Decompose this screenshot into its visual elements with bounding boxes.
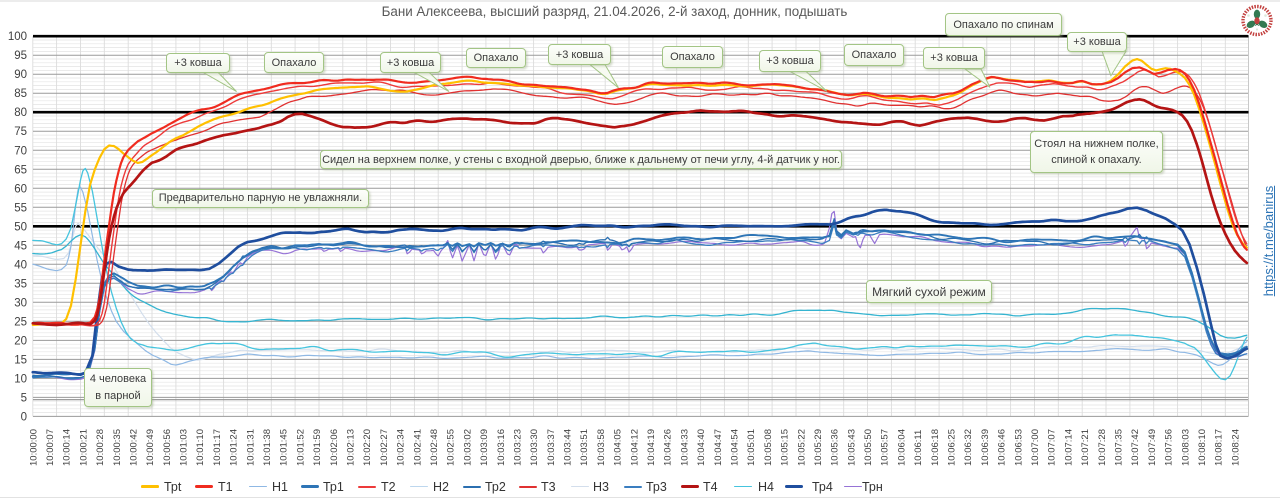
svg-text:10:02:48: 10:02:48: [429, 429, 440, 466]
svg-text:10:00:00: 10:00:00: [28, 429, 39, 466]
svg-text:10:05:50: 10:05:50: [863, 429, 874, 466]
svg-text:10:01:03: 10:01:03: [179, 429, 190, 466]
svg-text:10:00:14: 10:00:14: [62, 429, 73, 466]
svg-text:10:07:07: 10:07:07: [1047, 429, 1058, 466]
svg-text:60: 60: [14, 183, 27, 195]
svg-text:10:06:04: 10:06:04: [896, 429, 907, 466]
svg-text:10:02:06: 10:02:06: [329, 429, 340, 466]
svg-text:10:01:52: 10:01:52: [295, 429, 306, 466]
svg-text:50: 50: [14, 221, 27, 233]
svg-text:10:05:57: 10:05:57: [880, 429, 891, 466]
svg-text:10:04:40: 10:04:40: [696, 429, 707, 466]
svg-text:10:04:19: 10:04:19: [646, 429, 657, 466]
svg-text:10:03:51: 10:03:51: [579, 429, 590, 466]
svg-text:10:04:47: 10:04:47: [713, 429, 724, 466]
svg-text:10: 10: [14, 373, 27, 385]
svg-text:10:05:15: 10:05:15: [780, 429, 791, 466]
svg-text:10:00:07: 10:00:07: [45, 429, 56, 466]
svg-text:10:06:46: 10:06:46: [997, 429, 1008, 466]
svg-text:10:03:44: 10:03:44: [563, 429, 574, 466]
svg-text:10:08:10: 10:08:10: [1197, 429, 1208, 466]
svg-text:10:06:32: 10:06:32: [963, 429, 974, 466]
svg-text:10:04:12: 10:04:12: [629, 429, 640, 466]
svg-text:10:03:37: 10:03:37: [546, 429, 557, 466]
svg-text:15: 15: [14, 354, 27, 366]
svg-text:90: 90: [14, 69, 27, 81]
svg-text:10:04:33: 10:04:33: [679, 429, 690, 466]
svg-text:10:08:03: 10:08:03: [1180, 429, 1191, 466]
svg-text:10:07:28: 10:07:28: [1097, 429, 1108, 466]
svg-text:10:02:20: 10:02:20: [362, 429, 373, 466]
svg-text:10:01:59: 10:01:59: [312, 429, 323, 466]
svg-text:80: 80: [14, 107, 27, 119]
svg-text:10:04:26: 10:04:26: [663, 429, 674, 466]
svg-text:40: 40: [14, 259, 27, 271]
svg-text:95: 95: [14, 50, 27, 62]
svg-text:10:00:35: 10:00:35: [112, 429, 123, 466]
svg-text:55: 55: [14, 202, 27, 214]
svg-text:10:06:39: 10:06:39: [980, 429, 991, 466]
svg-text:10:02:34: 10:02:34: [396, 429, 407, 466]
svg-text:10:05:08: 10:05:08: [763, 429, 774, 466]
svg-text:10:05:01: 10:05:01: [746, 429, 757, 466]
svg-text:35: 35: [14, 278, 27, 290]
svg-text:45: 45: [14, 240, 27, 252]
svg-text:10:07:00: 10:07:00: [1030, 429, 1041, 466]
svg-text:10:07:49: 10:07:49: [1147, 429, 1158, 466]
svg-text:10:07:42: 10:07:42: [1130, 429, 1141, 466]
svg-text:10:01:45: 10:01:45: [279, 429, 290, 466]
svg-text:10:01:24: 10:01:24: [229, 429, 240, 466]
svg-text:10:06:53: 10:06:53: [1013, 429, 1024, 466]
svg-text:10:08:24: 10:08:24: [1230, 429, 1241, 466]
svg-text:10:01:10: 10:01:10: [195, 429, 206, 466]
svg-text:5: 5: [21, 392, 27, 404]
svg-text:75: 75: [14, 126, 27, 138]
svg-text:10:00:42: 10:00:42: [129, 429, 140, 466]
svg-text:10:02:41: 10:02:41: [412, 429, 423, 466]
svg-text:10:08:17: 10:08:17: [1214, 429, 1225, 466]
svg-text:10:03:09: 10:03:09: [479, 429, 490, 466]
svg-text:10:00:21: 10:00:21: [78, 429, 89, 466]
svg-text:100: 100: [8, 31, 27, 43]
svg-text:10:03:30: 10:03:30: [529, 429, 540, 466]
svg-text:65: 65: [14, 164, 27, 176]
svg-text:10:04:05: 10:04:05: [613, 429, 624, 466]
svg-text:10:01:31: 10:01:31: [245, 429, 256, 466]
svg-text:10:02:27: 10:02:27: [379, 429, 390, 466]
svg-text:10:06:11: 10:06:11: [913, 430, 924, 466]
svg-text:10:06:18: 10:06:18: [930, 429, 941, 466]
svg-text:10:03:02: 10:03:02: [462, 429, 473, 466]
svg-text:10:02:13: 10:02:13: [346, 429, 357, 466]
svg-text:10:06:25: 10:06:25: [947, 429, 958, 466]
svg-text:10:04:54: 10:04:54: [730, 429, 741, 466]
svg-text:10:07:56: 10:07:56: [1164, 429, 1175, 466]
svg-text:10:03:16: 10:03:16: [496, 429, 507, 466]
svg-text:70: 70: [14, 145, 27, 157]
svg-text:10:07:14: 10:07:14: [1063, 429, 1074, 466]
svg-text:10:03:58: 10:03:58: [596, 429, 607, 466]
svg-text:10:05:36: 10:05:36: [830, 429, 841, 466]
svg-text:10:01:38: 10:01:38: [262, 429, 273, 466]
svg-text:0: 0: [21, 411, 27, 423]
svg-text:10:05:29: 10:05:29: [813, 429, 824, 466]
svg-text:10:00:28: 10:00:28: [95, 429, 106, 466]
svg-text:10:05:43: 10:05:43: [846, 429, 857, 466]
svg-text:10:02:55: 10:02:55: [446, 429, 457, 466]
svg-text:10:05:22: 10:05:22: [796, 429, 807, 466]
svg-text:10:07:21: 10:07:21: [1080, 429, 1091, 466]
svg-text:10:01:17: 10:01:17: [212, 429, 223, 466]
svg-text:10:07:35: 10:07:35: [1114, 429, 1125, 466]
svg-text:30: 30: [14, 297, 27, 309]
svg-text:10:00:56: 10:00:56: [162, 429, 173, 466]
svg-text:10:00:49: 10:00:49: [145, 429, 156, 466]
svg-text:85: 85: [14, 88, 27, 100]
svg-text:25: 25: [14, 316, 27, 328]
svg-text:20: 20: [14, 335, 27, 347]
svg-text:10:03:23: 10:03:23: [513, 429, 524, 466]
